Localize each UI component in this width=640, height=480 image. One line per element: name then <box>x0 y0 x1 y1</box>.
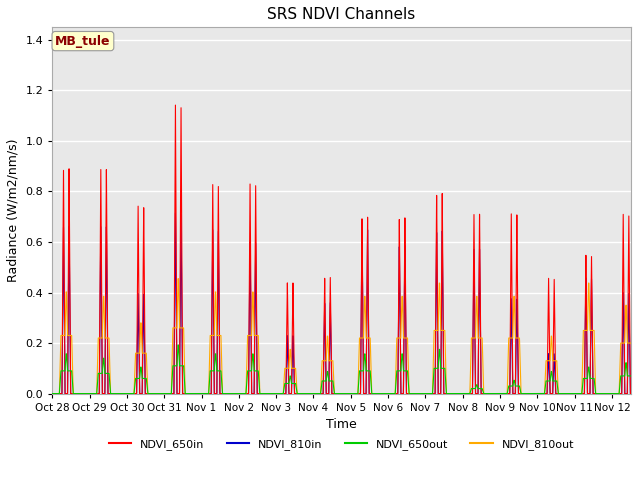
Legend: NDVI_650in, NDVI_810in, NDVI_650out, NDVI_810out: NDVI_650in, NDVI_810in, NDVI_650out, NDV… <box>104 434 579 454</box>
Text: MB_tule: MB_tule <box>55 35 111 48</box>
Y-axis label: Radiance (W/m2/nm/s): Radiance (W/m2/nm/s) <box>7 139 20 282</box>
X-axis label: Time: Time <box>326 418 357 431</box>
Title: SRS NDVI Channels: SRS NDVI Channels <box>268 7 415 22</box>
